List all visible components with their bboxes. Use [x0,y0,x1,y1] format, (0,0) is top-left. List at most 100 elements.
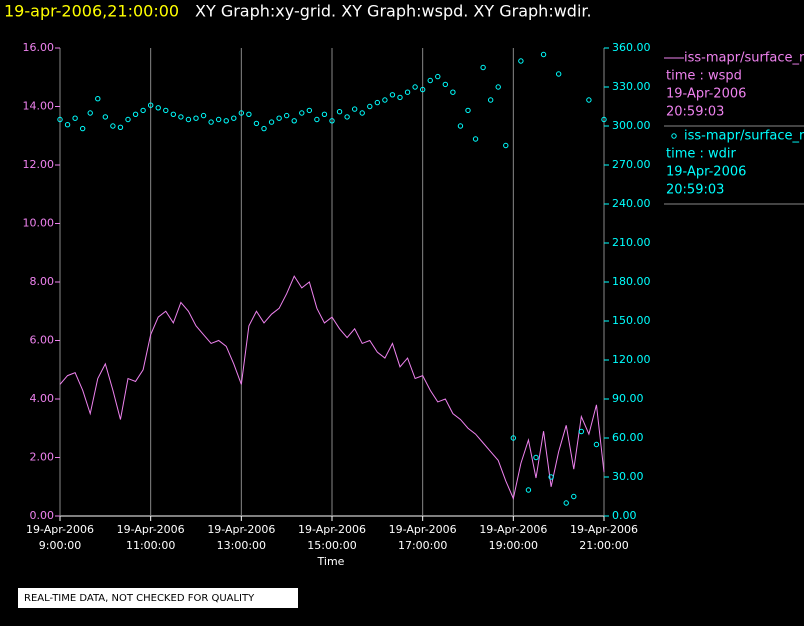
x-tick-label: 19-Apr-2006 17:00:00 [389,523,457,552]
y2-tick-label: 90.00 [612,392,644,405]
wdir-point [200,112,207,119]
wdir-point [465,107,471,114]
wdir-point [533,454,539,461]
wdir-point [223,118,229,124]
wdir-point [276,115,282,121]
wdir-point [155,105,161,111]
y-tick-label: 16.00 [23,41,55,54]
wdir-point [57,116,63,123]
wdir-point [117,124,124,131]
wdir-point [593,441,600,448]
wdir-point [586,97,592,103]
wdir-point [578,428,585,435]
y2-tick-label: 330.00 [612,80,651,93]
y2-tick-label: 210.00 [612,236,651,249]
wdir-point [525,487,532,493]
wdir-point [208,119,214,125]
wdir-point [102,114,109,120]
wdir-point [178,114,184,120]
legend-label: iss-mapr/surface_r [684,51,804,66]
wdir-point [72,115,78,121]
legend-detail: 19-Apr-2006 [666,165,746,180]
wdir-point [510,435,517,441]
chart-subtitle: XY Graph:xy-grid. XY Graph:wspd. XY Grap… [195,2,592,21]
wdir-point [419,86,426,93]
wdir-point [163,107,169,114]
wdir-point [442,81,449,88]
wdir-point [132,111,139,118]
wdir-point [503,142,509,149]
y2-tick-label: 150.00 [612,314,651,327]
wdir-point [306,107,313,114]
wdir-point [571,493,577,500]
wdir-point [601,116,607,123]
legend-detail: 19-Apr-2006 [666,87,746,102]
y-tick-label: 10.00 [23,217,55,230]
chart-title: 19-apr-2006,21:00:00 [4,2,179,21]
wdir-point [344,114,350,120]
wspd-line [59,275,605,501]
note: REAL-TIME DATA, NOT CHECKED FOR QUALITY [24,593,255,604]
wdir-point [472,136,479,142]
wdir-point [518,58,524,64]
y-tick-label: 6.00 [30,334,55,347]
legend-swatch [671,133,677,139]
wdir-point [336,109,343,115]
wdir-point [79,125,86,132]
y-tick-label: 4.00 [30,392,55,405]
wdir-point [450,89,456,95]
wdir-point [321,111,328,118]
wdir-point [231,115,237,121]
wdir-point [215,116,222,123]
wdir-point [435,73,441,80]
wdir-point [374,99,381,106]
wdir-point [412,84,418,90]
y-tick-label: 2.00 [30,451,55,464]
wdir-point [95,96,101,102]
wdir-point [261,125,267,132]
wdir-point [64,122,71,128]
y-tick-label: 0.00 [30,509,55,522]
wdir-point [389,92,396,98]
wdir-point [351,106,358,112]
wdir-point [238,110,245,116]
wdir-point [397,94,403,101]
y-tick-label: 14.00 [23,100,55,113]
wdir-point [487,97,494,103]
wdir-point [185,116,192,123]
y2-tick-label: 360.00 [612,41,651,54]
y2-tick-label: 270.00 [612,158,651,171]
wdir-point [193,115,199,121]
wdir-point [147,102,154,108]
wdir-point [170,111,177,118]
legend-detail: 20:59:03 [666,183,724,198]
y2-tick-label: 30.00 [612,470,644,483]
x-tick-label: 19-Apr-2006 19:00:00 [479,523,547,552]
legend-detail: 20:59:03 [666,105,724,120]
wdir-point [140,107,146,114]
wdir-point [404,89,411,95]
wdir-point [457,123,464,129]
wdir-point [299,110,305,116]
y2-tick-label: 180.00 [612,275,651,288]
legend-label: iss-mapr/surface_r [684,129,804,144]
wdir-point [548,474,554,480]
wdir-point [283,112,290,119]
x-tick-label: 19-Apr-2006 21:00:00 [570,523,638,552]
wdir-point [246,111,252,118]
wdir-point [359,110,365,116]
x-tick-label: 19-Apr-2006 15:00:00 [298,523,366,552]
wdir-point [110,123,116,129]
y2-tick-label: 120.00 [612,353,651,366]
wdir-point [125,116,131,123]
y2-tick-label: 60.00 [612,431,644,444]
legend-detail: time : wdir [666,147,737,162]
wdir-point [253,120,260,127]
y2-tick-label: 0.00 [612,509,637,522]
wdir-point [268,119,275,125]
y-tick-label: 12.00 [23,158,55,171]
x-tick-label: 19-Apr-2006 11:00:00 [117,523,185,552]
legend-detail: time : wspd [666,69,742,84]
